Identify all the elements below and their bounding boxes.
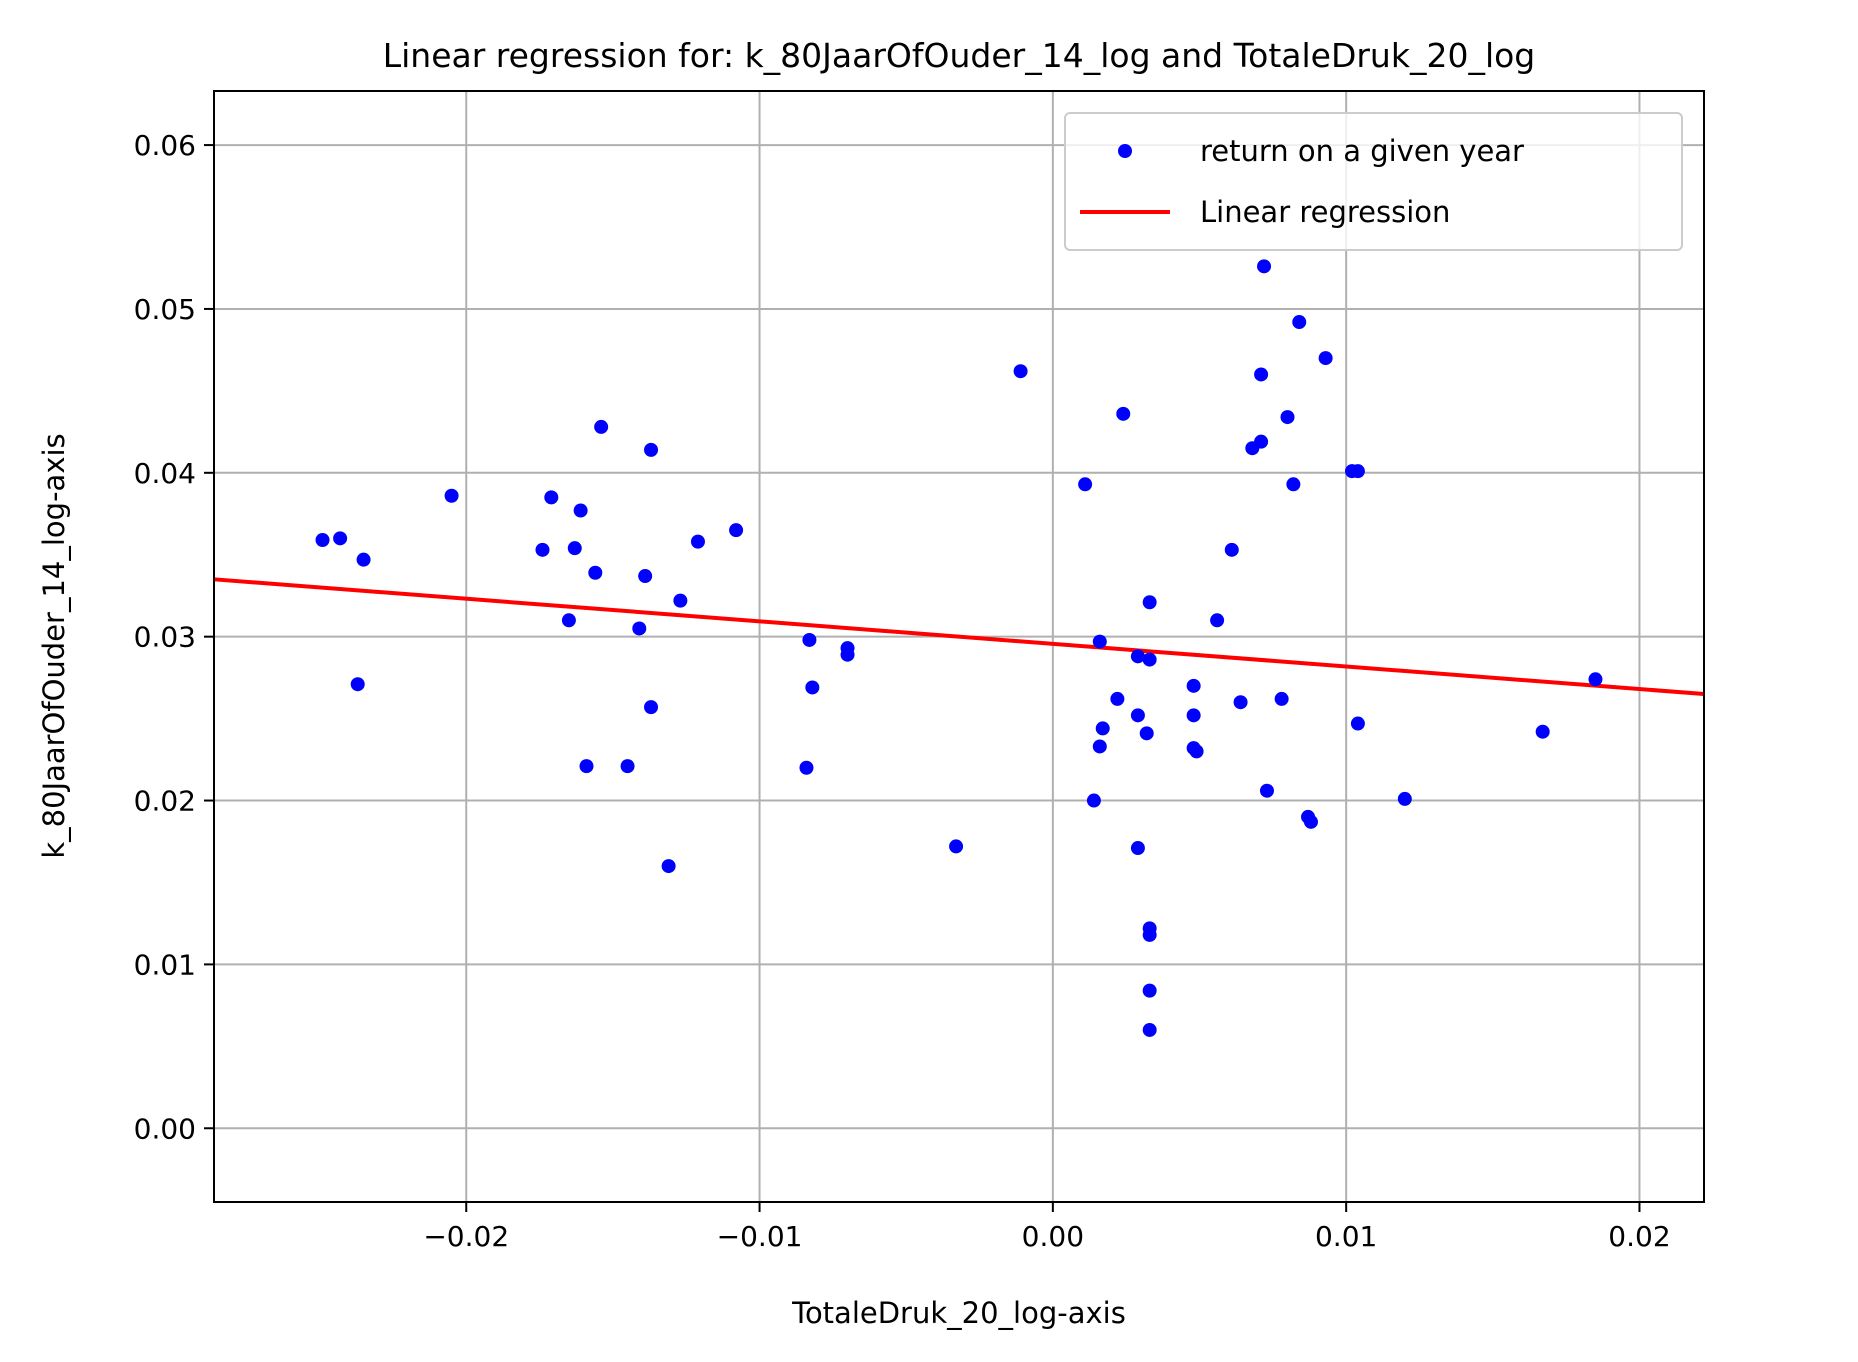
data-point	[632, 621, 647, 636]
x-tick-label: −0.01	[717, 1220, 803, 1253]
data-point	[949, 839, 964, 854]
data-point	[620, 759, 635, 774]
data-point	[1397, 791, 1412, 806]
data-point	[1186, 708, 1201, 723]
data-point	[594, 419, 609, 434]
data-point	[1535, 724, 1550, 739]
data-point	[1142, 983, 1157, 998]
data-point	[1224, 542, 1239, 557]
data-point	[535, 542, 550, 557]
data-point	[1139, 726, 1154, 741]
data-point	[1259, 783, 1274, 798]
data-point	[1588, 672, 1603, 687]
data-point	[661, 859, 676, 874]
data-point	[1189, 744, 1204, 759]
data-point	[1130, 708, 1145, 723]
data-point	[1257, 259, 1272, 274]
data-point	[1318, 351, 1333, 366]
data-point	[1130, 649, 1145, 664]
regression-layer	[213, 577, 1705, 697]
data-point	[1110, 691, 1125, 706]
data-point	[356, 552, 371, 567]
y-axis-label: k_80JaarOfOuder_14_log-axis	[37, 433, 71, 858]
data-point	[1092, 634, 1107, 649]
data-point	[802, 632, 817, 647]
data-point	[1092, 739, 1107, 754]
data-point	[840, 641, 855, 656]
legend-label-scatter: return on a given year	[1200, 134, 1524, 168]
regression-line	[213, 577, 1705, 697]
data-point	[644, 700, 659, 715]
data-point	[1142, 652, 1157, 667]
data-point	[1130, 841, 1145, 856]
data-point	[350, 677, 365, 692]
data-point	[729, 523, 744, 538]
x-tick-label: −0.02	[423, 1220, 509, 1253]
data-point	[1013, 364, 1028, 379]
y-tick-label: 0.02	[134, 785, 196, 818]
data-point	[1078, 477, 1093, 492]
data-point	[1186, 678, 1201, 693]
data-point	[1292, 315, 1307, 330]
data-point	[588, 565, 603, 580]
x-tick-label: 0.00	[1022, 1220, 1084, 1253]
x-axis-label: TotaleDruk_20_log-axis	[791, 1296, 1126, 1330]
data-point	[1142, 595, 1157, 610]
data-point	[1095, 721, 1110, 736]
data-point	[1280, 410, 1295, 425]
data-point	[1286, 477, 1301, 492]
data-point	[579, 759, 594, 774]
data-point	[673, 593, 688, 608]
y-tick-label: 0.03	[134, 621, 196, 654]
data-point	[573, 503, 588, 518]
data-point	[1086, 793, 1101, 808]
grid	[214, 91, 1704, 1202]
data-point	[1274, 691, 1289, 706]
data-point	[567, 541, 582, 556]
data-point	[1254, 367, 1269, 382]
legend-box	[1064, 112, 1683, 251]
y-tick-label: 0.06	[134, 129, 196, 162]
data-point	[1254, 434, 1269, 449]
legend: return on a given year Linear regression	[1064, 112, 1683, 251]
data-point	[690, 534, 705, 549]
plot-frame	[213, 90, 1705, 1203]
y-tick-label: 0.00	[134, 1112, 196, 1145]
data-point	[1350, 464, 1365, 479]
data-point	[799, 760, 814, 775]
data-point	[1210, 613, 1225, 628]
x-axis: −0.02 −0.01 0.00 0.01 0.02	[423, 1202, 1671, 1253]
data-point	[644, 442, 659, 457]
legend-label-line: Linear regression	[1200, 195, 1450, 229]
data-point	[1233, 695, 1248, 710]
y-tick-label: 0.01	[134, 948, 196, 981]
y-tick-label: 0.04	[134, 457, 196, 490]
data-point	[638, 569, 653, 584]
x-tick-label: 0.02	[1608, 1220, 1670, 1253]
data-point	[315, 532, 330, 547]
x-tick-label: 0.01	[1315, 1220, 1377, 1253]
data-point	[444, 488, 459, 503]
y-axis: 0.00 0.01 0.02 0.03 0.04 0.05 0.06	[134, 129, 214, 1145]
data-point	[1350, 716, 1365, 731]
legend-marker-scatter	[1118, 144, 1132, 158]
data-point	[805, 680, 820, 695]
data-point	[1142, 927, 1157, 942]
chart-title: Linear regression for: k_80JaarOfOuder_1…	[383, 36, 1536, 75]
data-point	[1142, 1022, 1157, 1037]
data-point	[333, 531, 348, 546]
y-tick-label: 0.05	[134, 293, 196, 326]
scatter-points	[315, 259, 1603, 1037]
data-point	[544, 490, 559, 505]
data-point	[1303, 814, 1318, 829]
data-point	[1116, 406, 1131, 421]
data-point	[561, 613, 576, 628]
